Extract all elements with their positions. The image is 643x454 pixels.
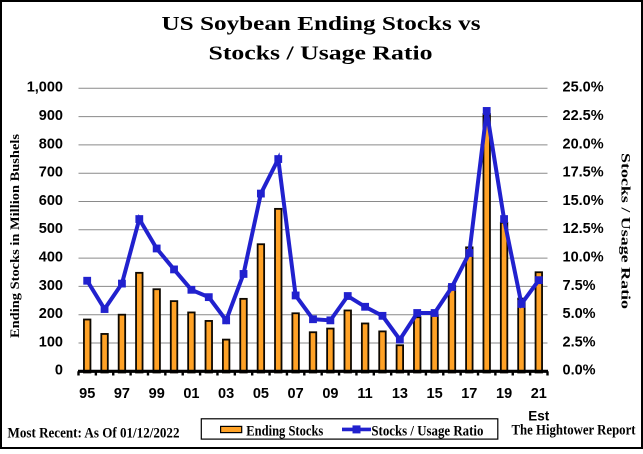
- svg-text:The Hightower Report: The Hightower Report: [512, 423, 636, 439]
- svg-text:Ending Stocks in Million Bush: Ending Stocks in Million Bushels: [7, 134, 22, 338]
- svg-text:17.5%: 17.5%: [563, 165, 604, 181]
- svg-text:Ending Stocks: Ending Stocks: [246, 423, 323, 439]
- svg-text:15: 15: [427, 386, 443, 402]
- svg-text:05: 05: [253, 386, 269, 402]
- svg-text:400: 400: [39, 250, 63, 266]
- svg-text:500: 500: [39, 221, 63, 237]
- svg-text:09: 09: [322, 386, 338, 402]
- svg-text:5.0%: 5.0%: [563, 306, 596, 322]
- svg-text:900: 900: [39, 108, 63, 124]
- svg-text:600: 600: [39, 193, 63, 209]
- svg-text:03: 03: [218, 386, 234, 402]
- svg-text:21: 21: [531, 386, 547, 402]
- svg-text:1,000: 1,000: [27, 80, 63, 96]
- svg-text:Stocks / Usage Ratio: Stocks / Usage Ratio: [209, 43, 433, 65]
- svg-text:0.0%: 0.0%: [563, 363, 596, 379]
- svg-text:800: 800: [39, 136, 63, 152]
- svg-text:300: 300: [39, 278, 63, 294]
- svg-text:19: 19: [496, 386, 512, 402]
- svg-text:Most Recent: As Of 01/12/2022: Most Recent: As Of 01/12/2022: [8, 425, 180, 441]
- svg-text:Stocks / Usage Ratio: Stocks / Usage Ratio: [619, 153, 634, 309]
- svg-text:Est: Est: [528, 409, 550, 424]
- svg-text:0: 0: [55, 363, 63, 379]
- svg-text:US Soybean Ending Stocks vs: US Soybean Ending Stocks vs: [162, 13, 481, 35]
- svg-text:13: 13: [392, 386, 408, 402]
- svg-text:95: 95: [79, 386, 95, 402]
- svg-text:22.5%: 22.5%: [563, 108, 604, 124]
- svg-text:97: 97: [114, 386, 130, 402]
- svg-text:7.5%: 7.5%: [563, 278, 596, 294]
- svg-text:700: 700: [39, 165, 63, 181]
- svg-text:Stocks / Usage Ratio: Stocks / Usage Ratio: [371, 423, 483, 439]
- svg-text:11: 11: [357, 386, 372, 402]
- svg-text:100: 100: [39, 334, 63, 350]
- svg-text:20.0%: 20.0%: [563, 136, 604, 152]
- svg-text:12.5%: 12.5%: [563, 221, 604, 237]
- svg-text:17: 17: [461, 386, 477, 402]
- svg-text:2.5%: 2.5%: [563, 334, 596, 350]
- svg-text:10.0%: 10.0%: [563, 250, 604, 266]
- svg-text:01: 01: [183, 386, 199, 402]
- svg-text:25.0%: 25.0%: [563, 80, 604, 96]
- svg-text:200: 200: [39, 306, 63, 322]
- svg-text:15.0%: 15.0%: [563, 193, 604, 209]
- svg-text:99: 99: [149, 386, 165, 402]
- svg-text:07: 07: [288, 386, 304, 402]
